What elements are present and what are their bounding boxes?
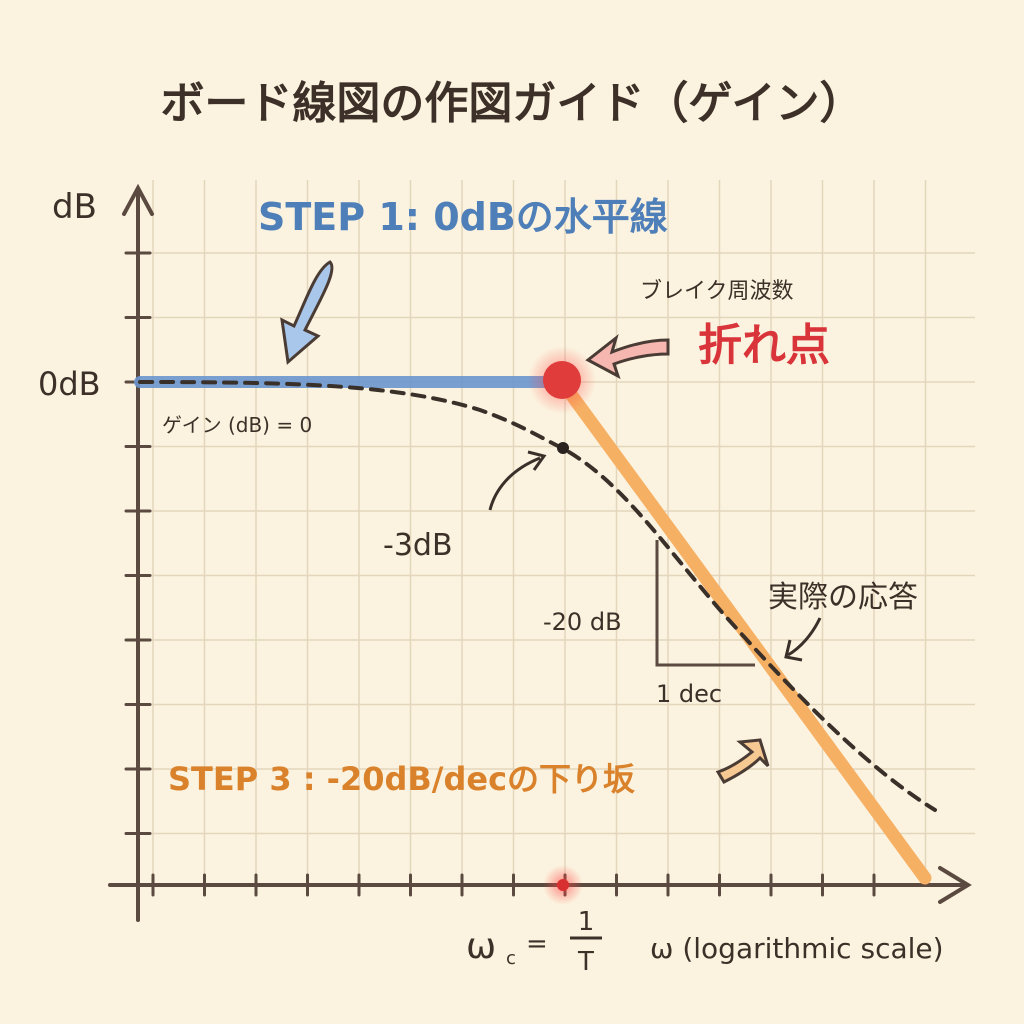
step1-label: STEP 1: 0dBの水平線: [258, 195, 668, 239]
corner-frequency-marker: [557, 879, 569, 891]
grid: [138, 180, 975, 885]
actual-arrow-icon: [787, 617, 822, 657]
break-point: [543, 361, 581, 399]
slope-asymptote: [555, 375, 932, 885]
step3-arrow-icon: [715, 738, 770, 784]
break-point-label: 折れ点: [698, 320, 830, 371]
zero-db-label: 0dB: [38, 365, 101, 403]
step1-arrow-icon: [280, 260, 334, 365]
gain-zero-label: ゲイン (dB) = 0: [162, 413, 312, 437]
slope-db-label: -20 dB: [543, 608, 622, 636]
page-title: ボード線図の作図ガイド（ゲイン）: [160, 78, 863, 129]
minus3db-arrowhead-icon: [527, 450, 547, 471]
actual-response-curve: [138, 380, 937, 812]
break-arrow-icon: [585, 333, 670, 380]
minus3db-point: [557, 442, 569, 454]
axes: [108, 183, 972, 922]
corner-subscript: c: [506, 948, 516, 969]
y-axis-label: dB: [52, 187, 97, 227]
step3-label: STEP 3 : -20dB/decの下り坂: [168, 760, 635, 798]
corner-denominator: T: [577, 947, 594, 977]
corner-numerator: 1: [578, 907, 595, 937]
corner-equals: =: [526, 929, 548, 959]
actual-response-label: 実際の応答: [768, 580, 918, 615]
break-frequency-label: ブレイク周波数: [640, 279, 794, 304]
actual-arrowhead-icon: [784, 639, 803, 662]
minus3db-label: -3dB: [383, 528, 453, 563]
x-axis-label: ω (logarithmic scale): [650, 932, 944, 965]
slope-dec-label: 1 dec: [656, 680, 722, 708]
y-axis-arrow-icon: [122, 183, 154, 216]
corner-frequency-label: ω c = 1 T: [466, 907, 602, 977]
x-axis-arrow-icon: [938, 866, 972, 904]
minus3db-arrow-icon: [488, 456, 541, 511]
corner-omega: ω: [466, 926, 496, 967]
slope-triangle: [655, 540, 755, 667]
